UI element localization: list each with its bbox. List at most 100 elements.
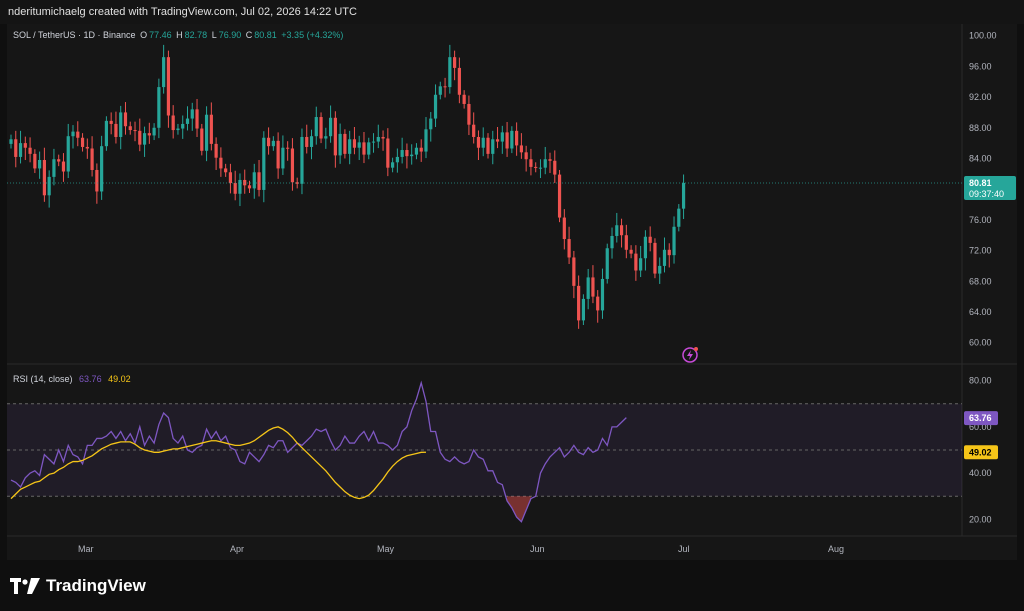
candle (510, 130, 514, 149)
open-value: 77.46 (149, 30, 172, 40)
candle (128, 126, 132, 131)
chart-frame[interactable]: 100.00 96.00 92.00 88.00 84.00 80.00 76.00 72.0… (7, 24, 1017, 560)
candle (286, 147, 290, 149)
last-price-label: 80.81 (969, 178, 992, 188)
candle (333, 117, 337, 156)
rsi-value: 63.76 (79, 374, 102, 384)
price-tick-label: 60.00 (969, 338, 992, 348)
time-tick-label: Jul (678, 544, 690, 554)
rsi-badge-label: 63.76 (969, 413, 992, 423)
price-legend: SOL / TetherUS · 1D · Binance O 77.46 H 82… (13, 30, 345, 40)
candle (290, 148, 295, 183)
candle (23, 143, 27, 148)
candle (667, 249, 671, 256)
candle (557, 174, 562, 218)
candle (104, 120, 108, 147)
candle (271, 140, 275, 147)
candle (362, 142, 366, 155)
candle (305, 136, 309, 147)
candle (481, 137, 485, 148)
candle (18, 143, 23, 157)
candle (142, 133, 147, 145)
candle (162, 57, 166, 88)
candle (443, 86, 447, 88)
candle (433, 94, 438, 119)
candle (381, 136, 385, 139)
candle (581, 298, 585, 321)
candle (190, 109, 194, 119)
chart-svg[interactable]: 100.00 96.00 92.00 88.00 84.00 80.00 76.00 72.0… (7, 24, 1017, 560)
candle (414, 147, 419, 155)
candle (95, 169, 99, 192)
candle (228, 172, 233, 184)
candle (596, 296, 600, 311)
candle (572, 257, 576, 286)
candle (314, 117, 318, 137)
candle (9, 139, 13, 144)
candle (495, 139, 500, 142)
candle (309, 136, 314, 147)
candle (662, 249, 667, 266)
price-tick-label: 64.00 (969, 307, 992, 317)
open-key: O (140, 30, 148, 40)
lightning-icon-dot (694, 347, 698, 351)
candle (567, 239, 571, 258)
candle (233, 183, 237, 194)
candle (42, 160, 46, 196)
candle (252, 172, 256, 189)
candle (491, 139, 495, 154)
candle (152, 127, 156, 136)
candle (266, 137, 271, 147)
price-tick-label: 84.00 (969, 153, 992, 163)
candle (28, 147, 32, 154)
candle (619, 225, 624, 236)
time-tick-label: May (377, 544, 395, 554)
rsi-tick-label: 40.00 (969, 468, 992, 478)
low-key: L (211, 30, 217, 40)
candle (200, 128, 204, 151)
candle (515, 130, 519, 146)
candle (548, 159, 552, 161)
candle (543, 159, 547, 168)
lightning-icon (682, 347, 698, 363)
candle (90, 148, 94, 170)
tradingview-logo-icon (10, 578, 40, 594)
rsi-oversold-fill (507, 496, 531, 522)
candle (300, 136, 304, 184)
candle (157, 87, 161, 128)
candle (133, 130, 137, 132)
candle (467, 103, 471, 125)
candle (634, 253, 638, 271)
candle (219, 157, 223, 169)
countdown-label: 09:37:40 (969, 189, 1004, 199)
candle (534, 166, 538, 168)
candle (319, 117, 323, 139)
candle (57, 159, 61, 162)
high-key: H (176, 30, 183, 40)
candle (38, 160, 42, 169)
rsi-ma-line (10, 426, 426, 500)
low-value: 76.90 (218, 30, 242, 40)
candle (214, 143, 218, 158)
high-value: 82.78 (184, 30, 208, 40)
candle (328, 117, 333, 137)
candle (100, 146, 104, 192)
candle (438, 86, 442, 95)
candle (562, 217, 566, 240)
snapshot-credit: nderitumichaelg created with TradingView… (8, 6, 357, 18)
candle (76, 131, 80, 138)
candle (486, 137, 490, 154)
candle (577, 285, 581, 321)
candle (138, 130, 142, 145)
candle (247, 185, 252, 189)
candle (500, 132, 504, 142)
candle (71, 131, 75, 137)
candle (639, 258, 643, 271)
time-tick-label: Jun (530, 544, 545, 554)
candle (448, 57, 452, 88)
candle (658, 265, 662, 274)
candle (204, 114, 209, 151)
candle (605, 248, 609, 279)
rsi-ma-value: 49.02 (108, 374, 131, 384)
rsi-ma-badge-label: 49.02 (969, 447, 992, 457)
